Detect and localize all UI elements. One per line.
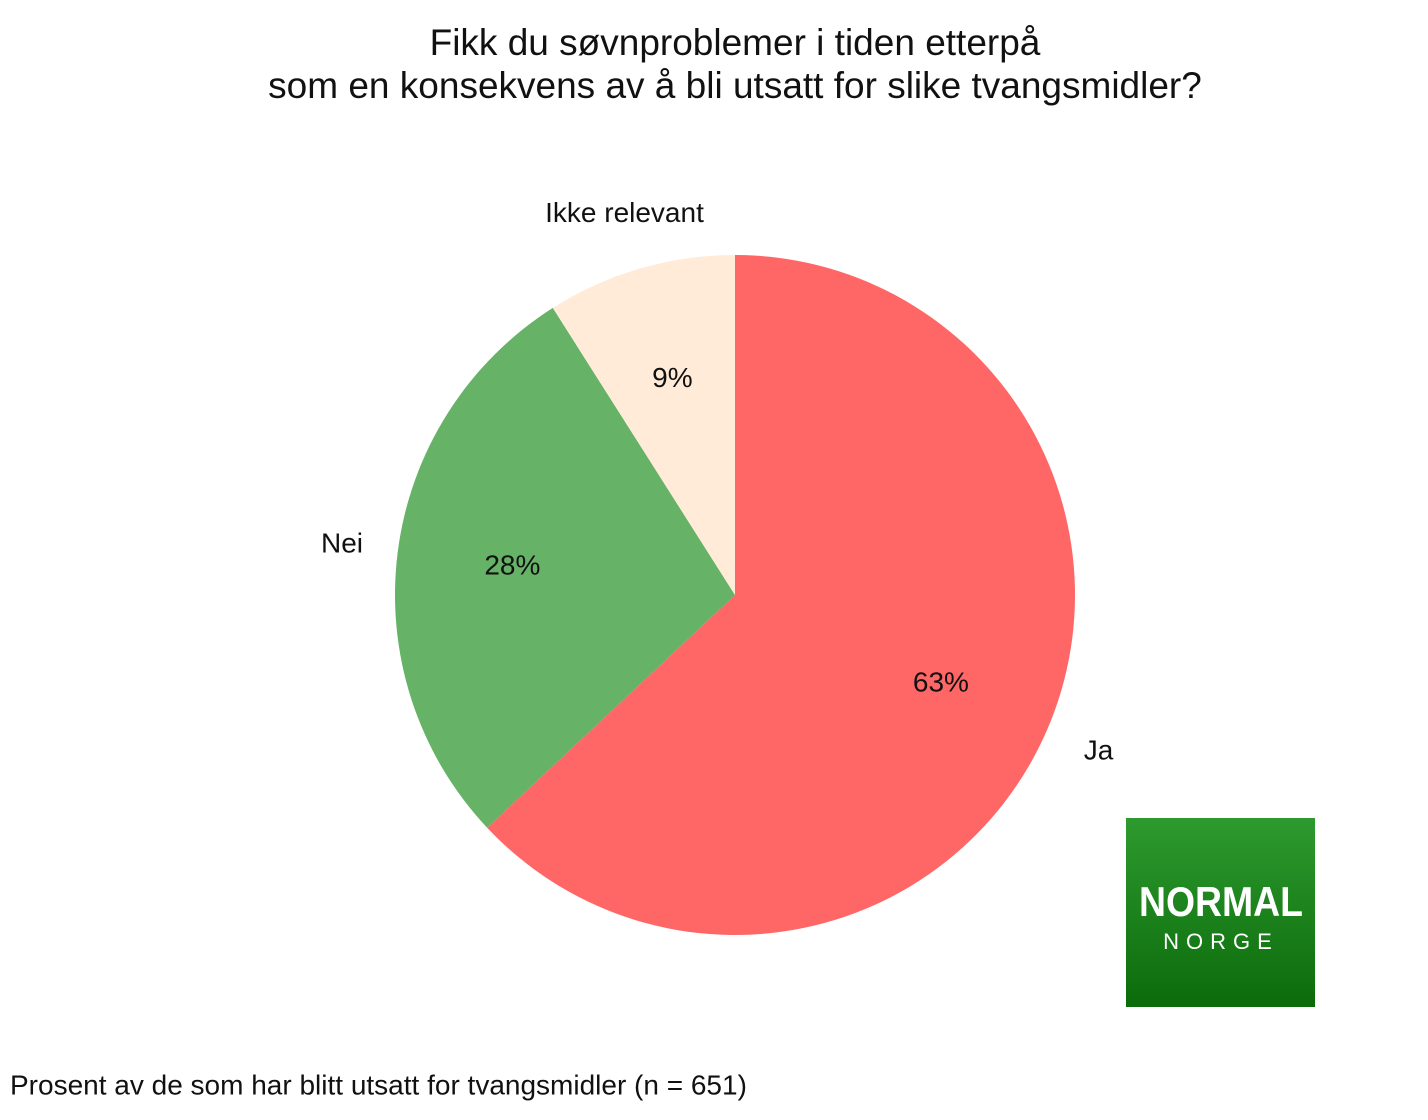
category-label: Ja bbox=[1084, 735, 1114, 766]
logo-subtitle: NORGE bbox=[1163, 929, 1279, 954]
logo bbox=[1126, 818, 1315, 1007]
pie-slice bbox=[487, 255, 1076, 935]
value-label: 63% bbox=[913, 667, 969, 698]
pie-slice bbox=[552, 255, 735, 595]
value-label: 28% bbox=[484, 549, 540, 580]
logo-name: NORMAL bbox=[1139, 878, 1303, 925]
pie-slice bbox=[395, 307, 735, 828]
category-label: Nei bbox=[321, 528, 363, 559]
chart-title: som en konsekvens av å bli utsatt for sl… bbox=[268, 65, 1202, 106]
caption: Prosent av de som har blitt utsatt for t… bbox=[10, 1069, 747, 1100]
value-label: 9% bbox=[652, 362, 692, 393]
category-label: Ikke relevant bbox=[545, 197, 704, 228]
chart-title: Fikk du søvnproblemer i tiden etterpå bbox=[430, 22, 1041, 63]
